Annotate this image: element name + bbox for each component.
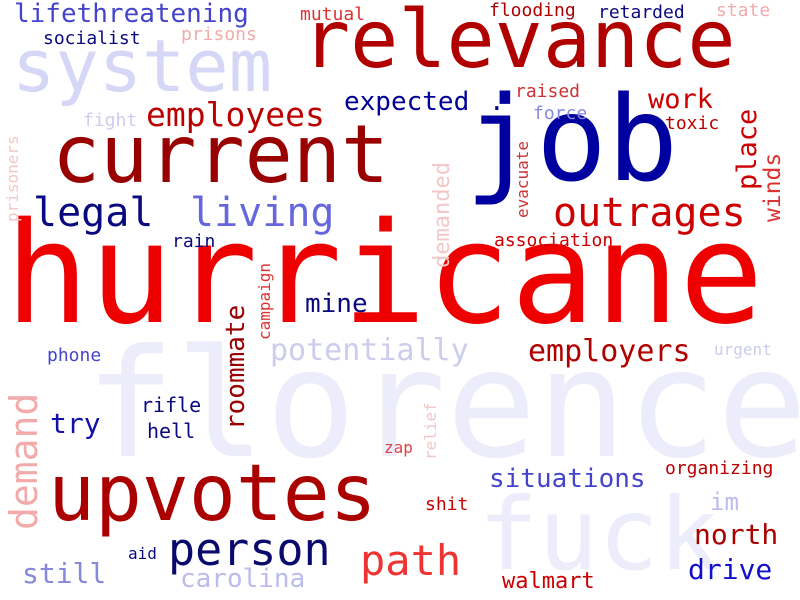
word-winds: winds <box>760 152 786 222</box>
word-state: state <box>716 0 771 21</box>
word-organizing: organizing <box>665 458 774 479</box>
word-system: system <box>12 24 273 108</box>
word-shit: shit <box>425 494 469 515</box>
word-evacuate: evacuate <box>513 140 532 218</box>
word-carolina: carolina <box>180 564 306 594</box>
word-hell: hell <box>147 419 196 443</box>
word-socialist: socialist <box>43 28 141 49</box>
word-fight: fight <box>83 110 138 131</box>
word-potentially: potentially <box>270 333 469 368</box>
word-still: still <box>22 557 107 590</box>
word-flooding: flooding <box>489 0 576 21</box>
word-lifethreatening: lifethreatening <box>14 0 249 29</box>
word-expected: expected <box>344 87 470 117</box>
word-drive: drive <box>688 553 773 586</box>
word-place: place <box>732 108 763 190</box>
word-current: current <box>52 108 390 201</box>
word-rain: rain <box>172 231 216 252</box>
word-demand: demand <box>2 392 46 530</box>
word-prisons: prisons <box>181 24 257 45</box>
word-urgent: urgent <box>714 340 772 359</box>
word-work: work <box>648 84 714 115</box>
word-job: job <box>465 70 679 208</box>
word-demanded: demanded <box>430 162 455 268</box>
word-north: north <box>694 518 779 551</box>
word-fuck: fuck <box>478 476 719 593</box>
word-path: path <box>360 536 462 585</box>
word-roommate: roommate <box>221 304 251 430</box>
word-rifle: rifle <box>141 393 202 417</box>
word-legal: legal <box>33 190 154 236</box>
word-employees: employees <box>146 95 325 134</box>
word-try: try <box>50 407 101 440</box>
word-outrages: outrages <box>553 190 746 236</box>
word-toxic: toxic <box>665 113 720 134</box>
word-phone: phone <box>47 345 102 366</box>
word-prisoners: prisoners <box>3 135 22 222</box>
word-relevance: relevance <box>302 0 736 86</box>
word-retarded: retarded <box>598 2 685 23</box>
word-im: im <box>710 488 739 516</box>
word-mine: mine <box>305 289 368 319</box>
word-force: force <box>533 103 588 124</box>
word-hurricane: hurricane <box>5 193 764 356</box>
word-mutual: mutual <box>300 4 366 25</box>
word-florence: florence <box>85 318 800 492</box>
word-campaign: campaign <box>255 262 274 340</box>
word-walmart: walmart <box>502 569 595 594</box>
word-living: living <box>190 190 335 236</box>
word-association: association <box>494 230 614 251</box>
word-relief: relief <box>421 402 440 460</box>
word-person: person <box>168 523 331 576</box>
word-aid: aid <box>128 544 157 563</box>
word-expected-dot: . <box>489 87 505 117</box>
word-upvotes: upvotes <box>48 449 377 539</box>
word-zap: zap <box>384 438 413 457</box>
word-raised: raised <box>515 81 581 102</box>
word-employers: employers <box>528 334 691 369</box>
word-situations: situations <box>489 464 646 494</box>
